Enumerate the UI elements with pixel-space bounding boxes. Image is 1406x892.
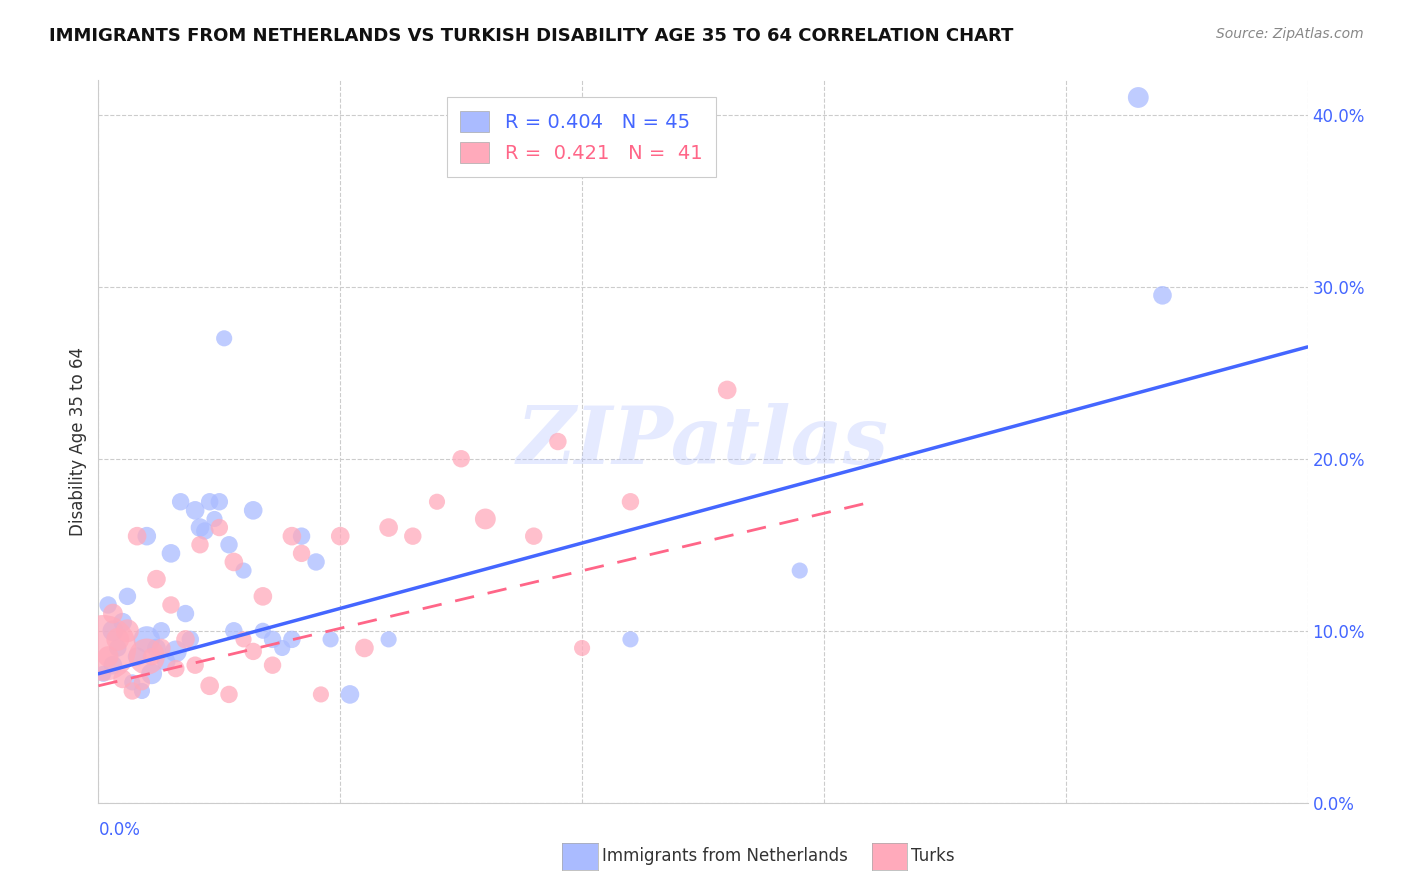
Point (131, 675, 153, 690)
Point (305, 555, 328, 569)
Point (97, 598, 120, 612)
Point (91, 666, 114, 681)
Point (339, 687, 361, 701)
Point (194, 524, 217, 538)
Point (290, 546, 312, 560)
Point (107, 632, 129, 647)
Point (101, 658, 124, 673)
Point (117, 590, 139, 604)
Point (547, 434, 569, 449)
Text: Source: ZipAtlas.com: Source: ZipAtlas.com (1216, 27, 1364, 41)
Point (160, 546, 183, 560)
Point (184, 658, 207, 673)
Point (222, 555, 245, 569)
Point (198, 679, 221, 693)
Point (377, 520, 399, 534)
Point (145, 640, 167, 655)
Point (329, 529, 352, 543)
Point (145, 572, 167, 586)
Point (121, 675, 143, 690)
Point (179, 632, 201, 647)
Point (262, 658, 284, 673)
Point (252, 590, 274, 604)
Point (523, 529, 546, 543)
Point (184, 503, 207, 517)
Point (121, 684, 143, 698)
Point (135, 529, 157, 543)
Point (474, 512, 496, 526)
Point (232, 564, 254, 578)
Point (135, 649, 157, 664)
Point (281, 529, 304, 543)
Point (1128, 90, 1150, 104)
Point (252, 624, 274, 638)
Point (242, 503, 264, 517)
Point (165, 644, 187, 658)
Point (208, 520, 231, 534)
Legend: R = 0.404   N = 45, R =  0.421   N =  41: R = 0.404 N = 45, R = 0.421 N = 41 (447, 97, 716, 177)
Point (402, 529, 425, 543)
Point (169, 494, 191, 508)
Point (111, 672, 134, 686)
Point (716, 383, 738, 397)
Point (1152, 288, 1174, 302)
Point (262, 632, 284, 647)
Point (198, 494, 221, 508)
Point (107, 640, 129, 655)
Point (212, 331, 235, 345)
Point (111, 615, 134, 630)
Point (127, 529, 149, 543)
Point (619, 494, 641, 508)
Point (290, 529, 312, 543)
Y-axis label: Disability Age 35 to 64: Disability Age 35 to 64 (69, 347, 87, 536)
Point (242, 644, 264, 658)
Point (101, 607, 124, 621)
Point (131, 684, 153, 698)
Point (97, 649, 120, 664)
Point (101, 624, 124, 638)
Point (155, 655, 177, 669)
Point (353, 640, 375, 655)
Point (135, 632, 157, 647)
Point (165, 662, 187, 676)
Point (426, 494, 449, 508)
Point (571, 640, 593, 655)
Point (160, 598, 183, 612)
Point (188, 520, 211, 534)
Point (218, 687, 240, 701)
Point (271, 640, 294, 655)
Text: IMMIGRANTS FROM NETHERLANDS VS TURKISH DISABILITY AGE 35 TO 64 CORRELATION CHART: IMMIGRANTS FROM NETHERLANDS VS TURKISH D… (49, 27, 1014, 45)
Text: Turks: Turks (911, 847, 955, 865)
Point (218, 538, 240, 552)
Point (150, 640, 173, 655)
Point (141, 649, 163, 664)
Point (174, 632, 197, 647)
Point (619, 632, 641, 647)
Text: 0.0%: 0.0% (98, 821, 141, 838)
Point (281, 632, 304, 647)
Point (309, 687, 332, 701)
Point (188, 538, 211, 552)
Point (222, 624, 245, 638)
Point (377, 632, 399, 647)
Point (208, 494, 231, 508)
Point (117, 624, 139, 638)
Point (232, 632, 254, 647)
Text: ZIPatlas: ZIPatlas (517, 403, 889, 480)
Point (127, 649, 149, 664)
Text: Immigrants from Netherlands: Immigrants from Netherlands (602, 847, 848, 865)
Point (91, 640, 114, 655)
Point (204, 512, 226, 526)
Point (150, 624, 173, 638)
Point (141, 666, 163, 681)
Point (319, 632, 342, 647)
Point (450, 451, 472, 466)
Point (789, 564, 811, 578)
Point (174, 607, 197, 621)
